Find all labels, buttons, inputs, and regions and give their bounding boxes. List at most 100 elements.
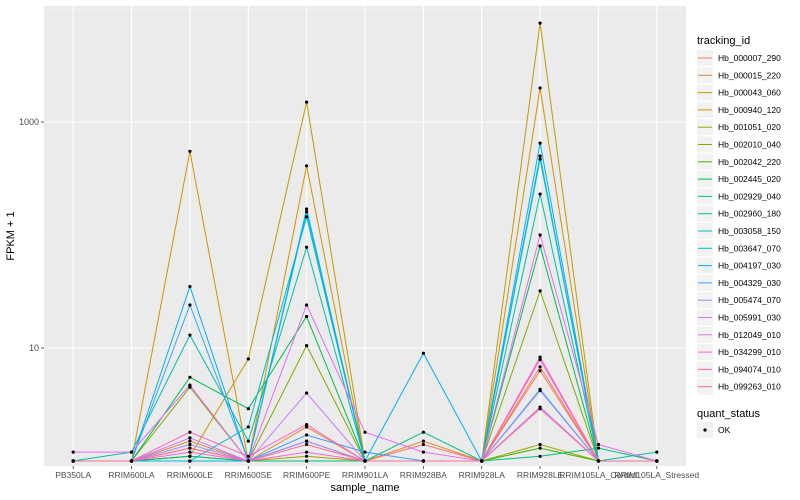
legend-item: Hb_001051_020 xyxy=(697,119,781,136)
legend-item: Hb_004197_030 xyxy=(697,257,781,274)
data-point xyxy=(305,344,309,348)
data-point xyxy=(421,459,425,463)
data-point xyxy=(538,355,542,359)
legend-item: Hb_005991_030 xyxy=(697,309,781,326)
data-point xyxy=(538,446,542,450)
data-point xyxy=(538,365,542,369)
data-point xyxy=(305,314,309,319)
data-point xyxy=(421,351,425,355)
legend-items: Hb_000007_290 Hb_000015_220 Hb_000043_060 H… xyxy=(697,50,781,395)
legend-label: Hb_000940_120 xyxy=(718,105,781,115)
y-tick-label: 1000 xyxy=(19,117,39,127)
legend-item: Hb_002010_040 xyxy=(697,136,781,153)
data-point xyxy=(596,442,601,447)
data-point xyxy=(246,459,250,463)
x-tick-label: RRIM600LE xyxy=(167,470,214,480)
y-axis-ticks: 10 1000 xyxy=(19,117,44,353)
legend-label: Hb_005474_070 xyxy=(718,295,781,305)
data-point xyxy=(538,233,542,237)
x-axis-ticks: PB350LA RRIM600LA RRIM600LE RRIM600SE RRIM60… xyxy=(55,466,699,480)
x-axis-title: sample_name xyxy=(330,482,399,494)
data-point xyxy=(538,244,542,248)
legend-item: Hb_004329_030 xyxy=(697,274,781,291)
legend-item: Hb_012049_010 xyxy=(697,326,781,343)
data-point xyxy=(305,100,309,104)
data-point xyxy=(305,425,309,429)
data-point xyxy=(305,454,309,458)
data-point xyxy=(188,383,192,387)
legend-item: Hb_000015_220 xyxy=(697,67,781,84)
data-point xyxy=(305,210,309,214)
data-point xyxy=(188,454,192,458)
legend-item: Hb_003647_070 xyxy=(697,240,781,257)
data-point xyxy=(188,303,192,307)
quant-status-label: OK xyxy=(718,425,731,435)
legend-label: Hb_004329_030 xyxy=(718,278,781,288)
data-point xyxy=(538,454,542,458)
data-point xyxy=(421,450,425,454)
legend-label: Hb_002929_040 xyxy=(718,191,781,201)
data-point xyxy=(71,450,75,454)
series-points xyxy=(71,21,659,463)
data-point xyxy=(71,459,75,463)
data-point xyxy=(480,459,484,463)
data-point xyxy=(305,164,309,168)
legend-item: Hb_003058_150 xyxy=(697,223,781,239)
legend-label: Hb_002042_220 xyxy=(718,157,781,167)
data-point xyxy=(538,358,542,362)
data-point xyxy=(246,425,250,429)
data-point xyxy=(655,459,659,463)
legend-label: Hb_012049_010 xyxy=(718,330,781,340)
data-point xyxy=(596,446,601,450)
data-point xyxy=(305,391,309,395)
data-point xyxy=(363,459,367,463)
legend-item: Hb_002042_220 xyxy=(697,153,781,170)
x-tick-label: RRIM928LE xyxy=(517,470,564,480)
x-tick-label: RRIM901LA xyxy=(342,470,389,480)
legend-item: Hb_000940_120 xyxy=(697,101,781,118)
data-point xyxy=(538,157,542,161)
legend-item: Hb_005474_070 xyxy=(697,292,781,309)
data-point xyxy=(538,141,542,145)
x-tick-label: RRIM600LA xyxy=(108,470,155,480)
x-tick-label: RRIM600SE xyxy=(225,470,273,480)
data-point xyxy=(188,442,192,447)
data-point xyxy=(188,439,192,443)
legend-label: Hb_099263_010 xyxy=(718,382,781,392)
x-tick-label: RRIM600PE xyxy=(283,470,331,480)
y-axis-title: FPKM + 1 xyxy=(5,211,17,260)
data-point xyxy=(305,245,309,249)
legend-item: Hb_000043_060 xyxy=(697,84,781,101)
data-point xyxy=(305,215,309,219)
data-point xyxy=(188,436,192,440)
data-point xyxy=(538,86,542,90)
legend-item: Hb_002960_180 xyxy=(697,205,781,222)
data-point xyxy=(246,439,250,443)
data-point xyxy=(538,389,542,393)
quant-status-item: OK xyxy=(697,422,731,438)
data-point xyxy=(538,289,542,293)
data-point xyxy=(655,450,659,454)
data-point xyxy=(305,439,309,443)
legend-label: Hb_001051_020 xyxy=(718,122,781,132)
data-point xyxy=(188,149,192,153)
legend-label: Hb_000015_220 xyxy=(718,70,781,80)
legend-label: Hb_000007_290 xyxy=(718,53,781,63)
legend-item: Hb_099263_010 xyxy=(697,378,781,395)
data-point xyxy=(421,442,425,447)
quant-key-point xyxy=(703,428,707,432)
legend-label: Hb_005991_030 xyxy=(718,313,781,323)
data-point xyxy=(421,430,425,434)
data-point xyxy=(305,442,309,447)
data-point xyxy=(188,284,192,289)
legend-label: Hb_034299_010 xyxy=(718,347,781,357)
legend-label: Hb_003058_150 xyxy=(718,226,781,236)
data-point xyxy=(188,450,192,454)
data-point xyxy=(305,423,309,427)
legend-label: Hb_003647_070 xyxy=(718,243,781,253)
legend-label: Hb_002445_020 xyxy=(718,174,781,184)
data-point xyxy=(188,430,192,434)
data-point xyxy=(538,154,542,158)
data-point xyxy=(421,439,425,443)
